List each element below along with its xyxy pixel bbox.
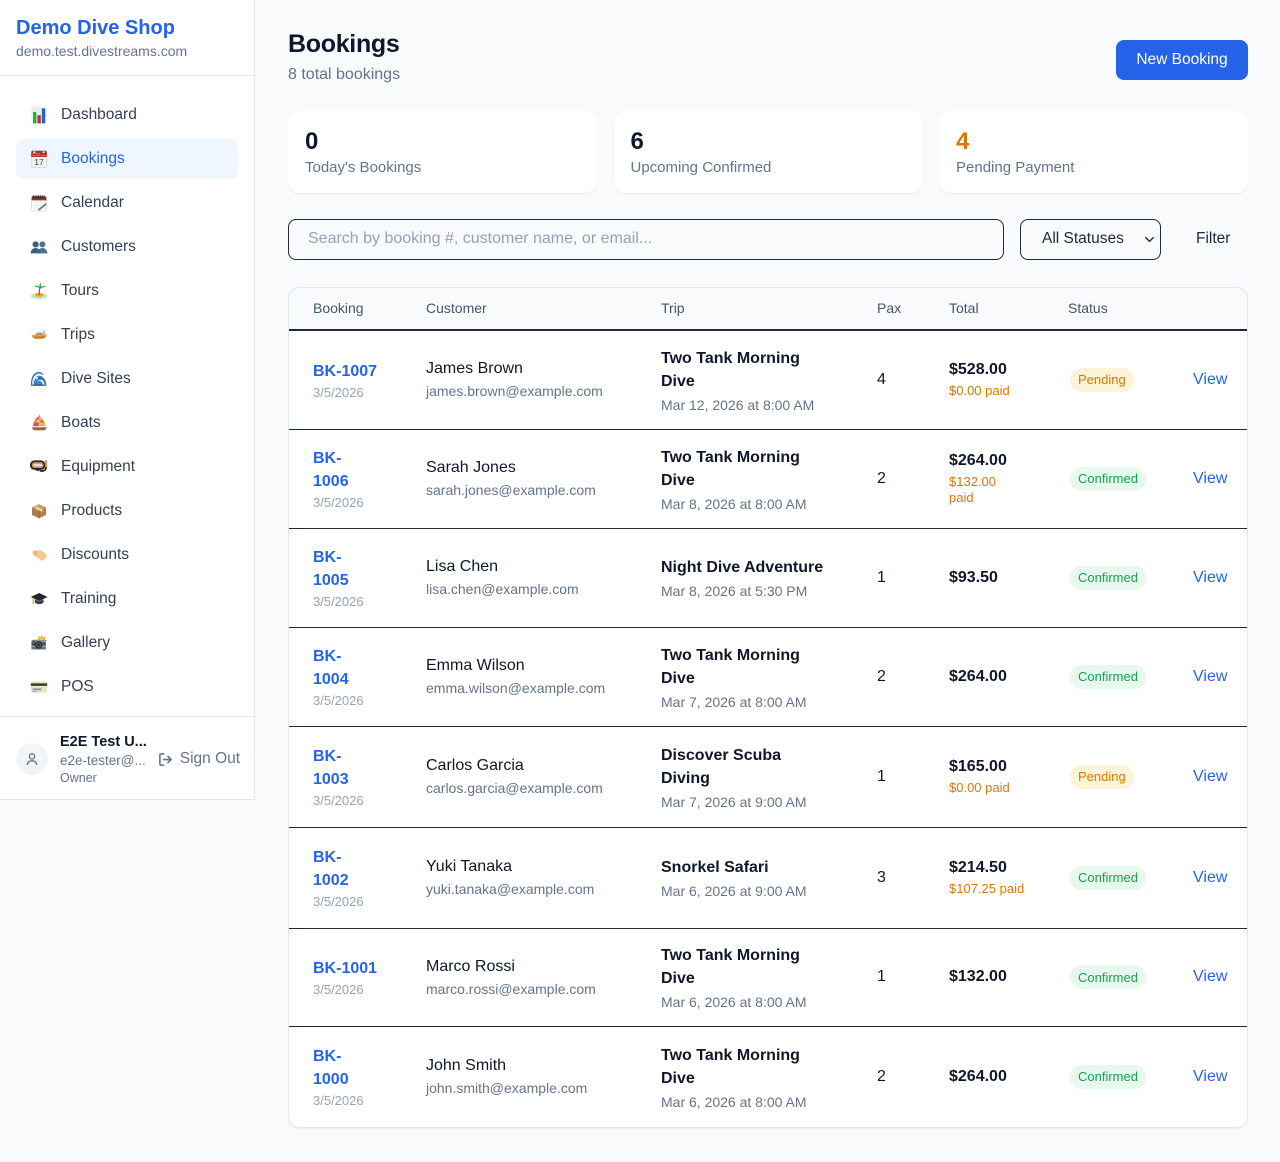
svg-text:17: 17 [34, 157, 44, 167]
